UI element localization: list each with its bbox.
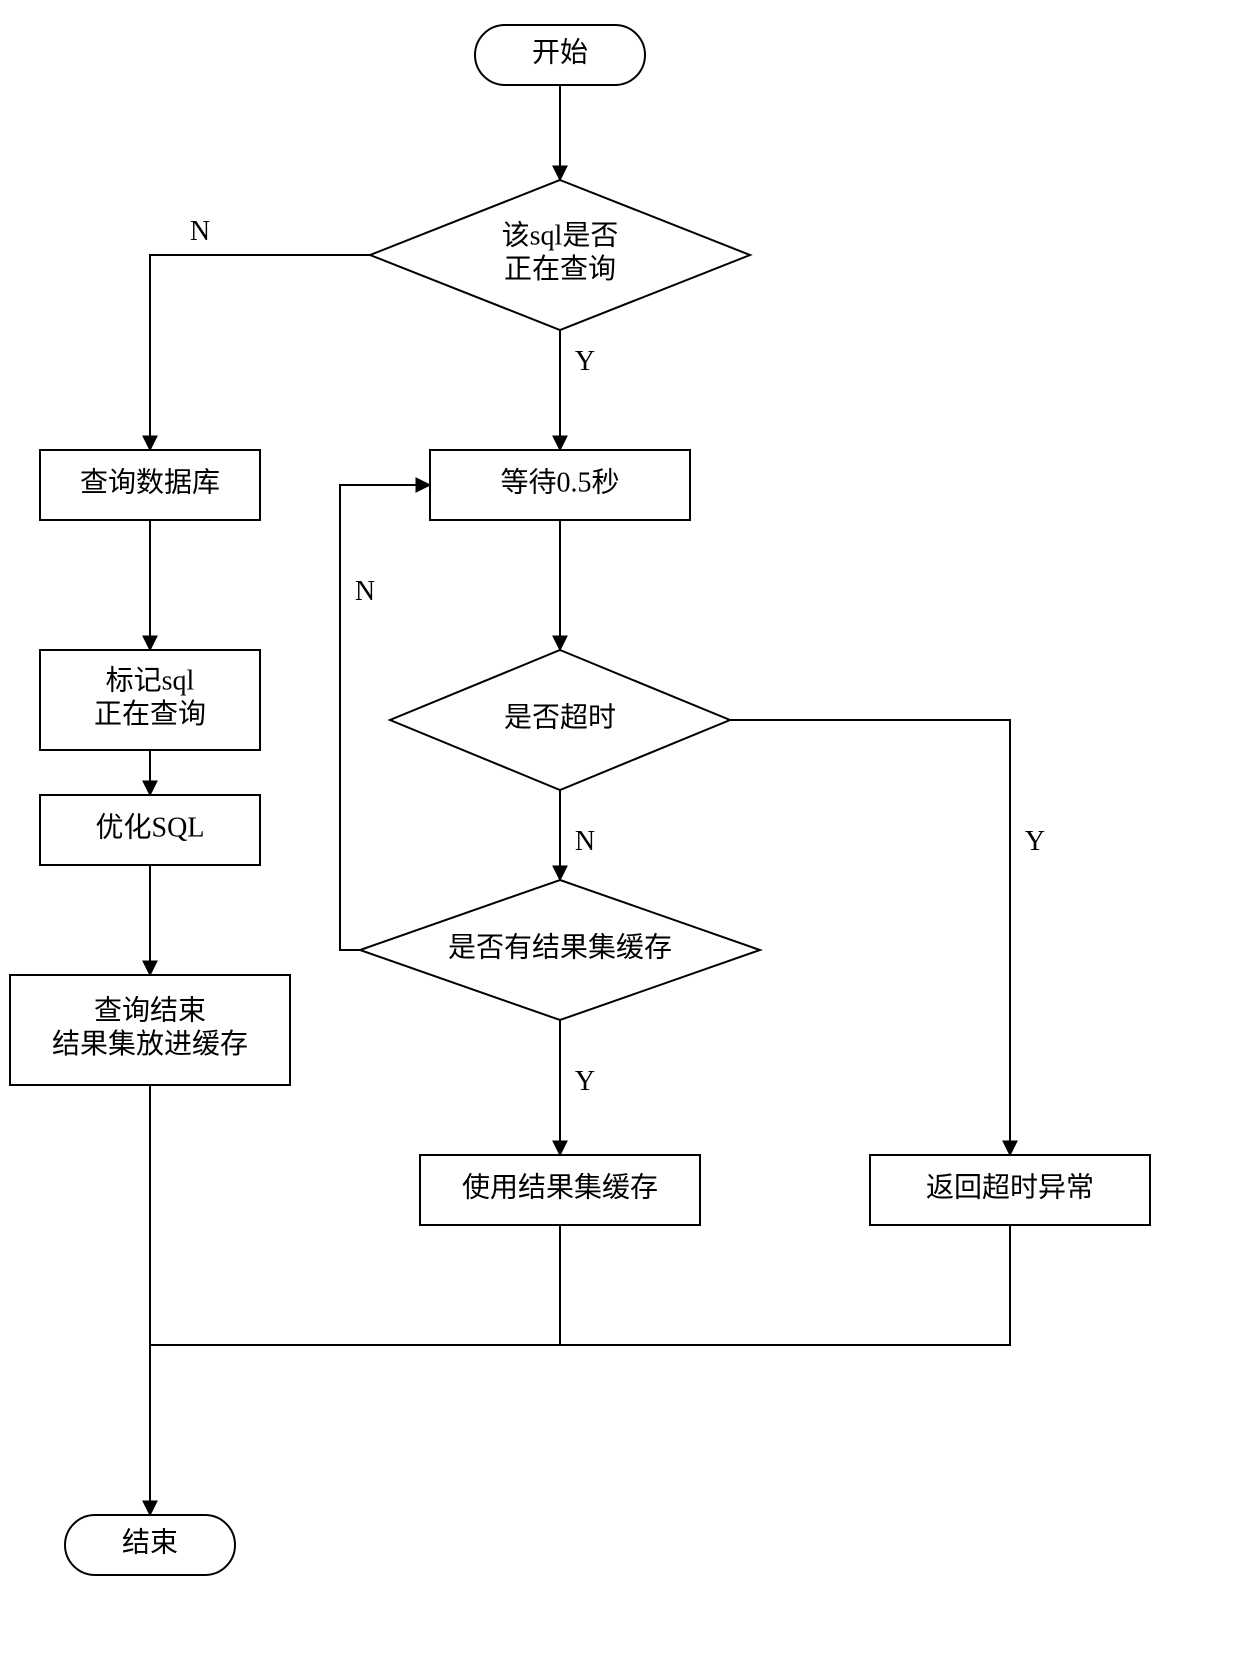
edge-13 — [560, 1225, 1010, 1345]
node-d_querying: 该sql是否正在查询 — [370, 180, 750, 330]
node-d_timeout-label-0: 是否超时 — [504, 701, 616, 733]
edge-label-1: N — [190, 216, 210, 247]
node-start-label-0: 开始 — [532, 36, 588, 68]
node-d_hascache-label-0: 是否有结果集缓存 — [448, 931, 672, 963]
node-p_cacheput-label-0: 查询结束 — [94, 995, 206, 1027]
node-p_mark-label-0: 标记sql — [106, 665, 195, 697]
edge-label-11: Y — [1025, 826, 1045, 857]
edge-1 — [150, 255, 370, 450]
edge-12 — [150, 1225, 560, 1345]
edge-label-10: N — [355, 576, 375, 607]
node-p_cacheput-label-1: 结果集放进缓存 — [52, 1028, 248, 1060]
nodes-group: 开始该sql是否正在查询查询数据库标记sql正在查询优化SQL查询结束结果集放进… — [10, 25, 1150, 1575]
node-p_error: 返回超时异常 — [870, 1155, 1150, 1225]
node-p_error-label-0: 返回超时异常 — [926, 1171, 1094, 1203]
flowchart-canvas: NYNYNY开始该sql是否正在查询查询数据库标记sql正在查询优化SQL查询结… — [0, 0, 1240, 1655]
node-p_optimize-label-0: 优化SQL — [96, 811, 205, 843]
node-end: 结束 — [65, 1515, 235, 1575]
node-p_mark-label-1: 正在查询 — [94, 698, 206, 730]
node-p_mark: 标记sql正在查询 — [40, 650, 260, 750]
node-d_timeout: 是否超时 — [390, 650, 730, 790]
node-start: 开始 — [475, 25, 645, 85]
node-d_hascache: 是否有结果集缓存 — [360, 880, 760, 1020]
node-p_querydb: 查询数据库 — [40, 450, 260, 520]
node-p_querydb-label-0: 查询数据库 — [80, 466, 220, 498]
node-p_wait: 等待0.5秒 — [430, 450, 690, 520]
node-p_usecache: 使用结果集缓存 — [420, 1155, 700, 1225]
node-d_querying-label-1: 正在查询 — [504, 253, 616, 285]
node-p_optimize: 优化SQL — [40, 795, 260, 865]
node-d_querying-label-0: 该sql是否 — [502, 220, 619, 252]
edge-label-9: Y — [575, 1066, 595, 1097]
node-p_wait-label-0: 等待0.5秒 — [500, 466, 619, 498]
node-p_cacheput: 查询结束结果集放进缓存 — [10, 975, 290, 1085]
node-end-label-0: 结束 — [122, 1526, 178, 1558]
edge-label-2: Y — [575, 346, 595, 377]
node-p_usecache-label-0: 使用结果集缓存 — [462, 1171, 658, 1203]
edge-label-8: N — [575, 826, 595, 857]
edge-11 — [730, 720, 1010, 1155]
